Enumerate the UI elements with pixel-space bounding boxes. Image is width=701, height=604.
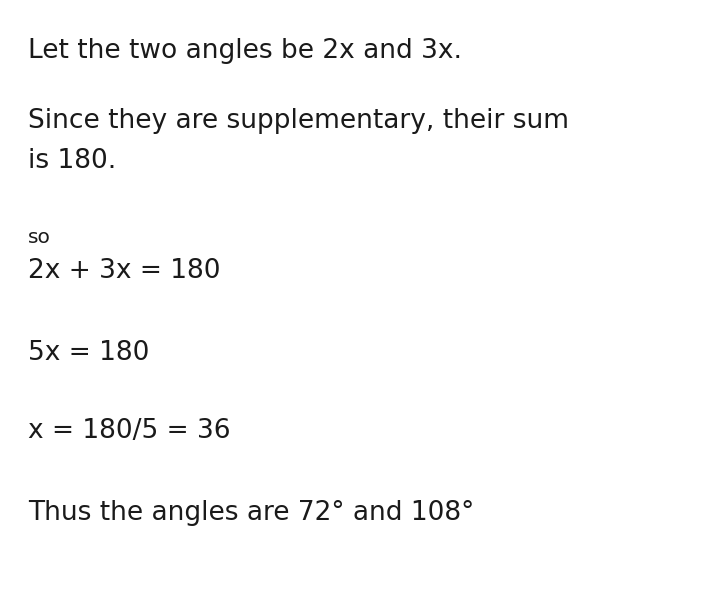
Text: Since they are supplementary, their sum: Since they are supplementary, their sum (28, 108, 569, 134)
Text: is 180.: is 180. (28, 148, 116, 174)
Text: Let the two angles be 2x and 3x.: Let the two angles be 2x and 3x. (28, 38, 462, 64)
Text: x = 180/5 = 36: x = 180/5 = 36 (28, 418, 231, 444)
Text: so: so (28, 228, 51, 247)
Text: 5x = 180: 5x = 180 (28, 340, 149, 366)
Text: 2x + 3x = 180: 2x + 3x = 180 (28, 258, 221, 284)
Text: Thus the angles are 72° and 108°: Thus the angles are 72° and 108° (28, 500, 475, 526)
